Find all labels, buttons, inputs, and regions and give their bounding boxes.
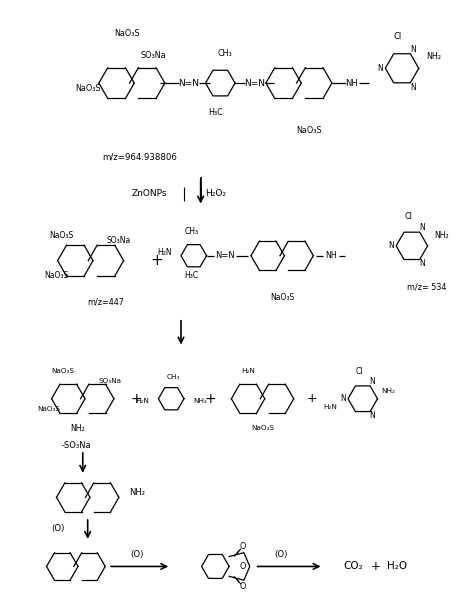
Text: NaO₃S: NaO₃S: [37, 406, 60, 411]
Text: N: N: [378, 64, 383, 73]
Text: NH: NH: [326, 251, 337, 260]
Text: N: N: [419, 223, 425, 232]
Text: NaO₃S: NaO₃S: [296, 126, 321, 135]
Text: SO₃Na: SO₃Na: [141, 51, 166, 60]
Text: -SO₃Na: -SO₃Na: [61, 440, 91, 450]
Text: NH₂: NH₂: [193, 398, 207, 403]
Text: O: O: [240, 582, 246, 590]
Text: H₃C: H₃C: [185, 271, 199, 280]
Text: N=N: N=N: [215, 251, 235, 260]
Text: NH₂: NH₂: [426, 52, 441, 61]
Text: N: N: [388, 241, 394, 250]
Text: NH₂: NH₂: [434, 231, 449, 240]
Text: NaO₃S: NaO₃S: [114, 30, 140, 38]
Text: SO₃Na: SO₃Na: [106, 236, 130, 245]
Text: N: N: [370, 377, 375, 386]
Text: CH₃: CH₃: [185, 226, 199, 236]
Text: H₂N: H₂N: [241, 368, 255, 374]
Text: Cl: Cl: [393, 32, 401, 41]
Text: NaO₃S: NaO₃S: [75, 84, 100, 92]
Text: O: O: [240, 562, 246, 571]
Text: CO₂: CO₂: [343, 561, 363, 571]
Text: O: O: [240, 542, 246, 551]
Text: NaO₃S: NaO₃S: [49, 231, 73, 240]
Text: +: +: [371, 560, 381, 573]
Text: NaO₃S: NaO₃S: [270, 293, 294, 301]
Text: NaO₃S: NaO₃S: [44, 271, 68, 280]
Text: +: +: [306, 392, 317, 405]
Text: H₂N: H₂N: [157, 248, 172, 257]
Text: CH₃: CH₃: [166, 374, 180, 380]
Text: Cl: Cl: [356, 367, 364, 376]
Text: NaO₃S: NaO₃S: [251, 426, 274, 431]
Text: Cl: Cl: [405, 212, 413, 221]
Text: H₂N: H₂N: [136, 398, 150, 403]
Text: H₂O₂: H₂O₂: [205, 189, 226, 198]
Text: ZnONPs: ZnONPs: [132, 189, 167, 198]
Text: (O): (O): [274, 550, 288, 559]
Text: CH₃: CH₃: [218, 49, 233, 58]
Text: (O): (O): [52, 525, 65, 533]
Text: m/z=964.938806: m/z=964.938806: [102, 153, 177, 162]
Text: (O): (O): [130, 550, 144, 559]
Text: N: N: [410, 45, 416, 54]
Text: +: +: [131, 392, 143, 406]
Text: m/z= 534: m/z= 534: [407, 283, 447, 292]
Text: +: +: [150, 253, 163, 268]
Text: NaO₃S: NaO₃S: [52, 368, 74, 374]
Text: N: N: [370, 411, 375, 420]
Text: NH₂: NH₂: [71, 424, 85, 433]
Text: N: N: [340, 394, 346, 403]
Text: +: +: [205, 392, 216, 406]
Text: H₃C: H₃C: [208, 108, 223, 117]
Text: N: N: [410, 82, 416, 92]
Text: NH₂: NH₂: [129, 488, 145, 497]
Text: H₂O: H₂O: [387, 561, 407, 571]
Text: H₂N: H₂N: [323, 403, 337, 410]
Text: SO₃Na: SO₃Na: [99, 378, 122, 384]
Text: NH: NH: [346, 79, 358, 87]
Text: N: N: [419, 260, 425, 268]
Text: N=N: N=N: [244, 79, 265, 87]
Text: NH₂: NH₂: [382, 388, 395, 394]
Text: N=N: N=N: [178, 79, 200, 87]
Text: m/z=447: m/z=447: [87, 298, 124, 306]
